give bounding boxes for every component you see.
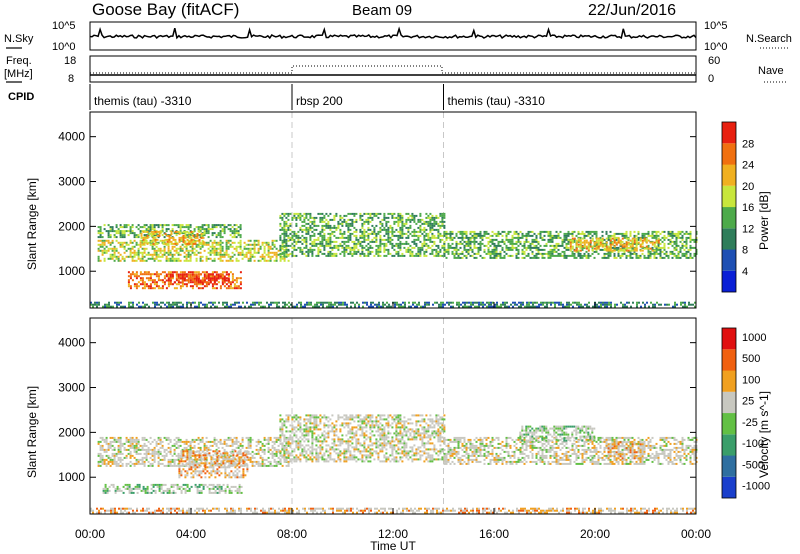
colorbar-tick-label: 20 [742,181,754,193]
y-tick-label: 2000 [58,219,85,233]
scatter-band [102,483,243,494]
colorbar-segment [722,413,736,435]
velocity-colorbar-label: Velocity [m s^-1] [757,391,771,478]
colorbar-tick-label: 16 [742,202,754,214]
scatter-band [178,450,249,479]
colorbar-segment [722,228,736,250]
y-tick-label: 4000 [58,130,85,144]
y-tick-label: 1000 [58,470,85,484]
cpid-segment-label: themis (tau) -3310 [94,94,192,108]
colorbar-segment [722,328,736,350]
date-label: 22/Jun/2016 [588,2,676,19]
colorbar-tick-label: 28 [742,138,754,150]
colorbar-tick-label: -1000 [742,481,770,493]
colorbar-frame [721,121,737,293]
freq-label-bottom: [MHz] [4,68,33,80]
colorbar-tick-label: -500 [742,459,764,471]
beam-label: Beam 09 [352,2,412,19]
scatter-band [569,237,660,252]
power-colorbar-label: Power [dB] [757,191,771,250]
colorbar-segment [722,185,736,208]
power-ylabel: Slant Range [km] [25,178,39,270]
colorbar-segment [722,207,736,229]
colorbar-segment [722,476,736,499]
velocity-panel: 1000 2000 3000 4000 Slant Range [km] 1000 50… [25,302,771,553]
y-tick-label: 2000 [58,425,85,439]
freq-right-tick-bottom: 0 [708,73,714,85]
freq-left-tick-top: 18 [64,55,76,67]
x-axis-label: Time UT [370,539,416,553]
y-tick-label: 3000 [58,175,85,189]
x-tick-label: 04:00 [176,527,206,541]
x-tick-label: 08:00 [277,527,307,541]
colorbar-segment [722,164,736,186]
scatter-band [140,230,205,245]
cpid-label: CPID [8,91,34,103]
y-tick-label: 4000 [58,336,85,350]
scatter-band [443,230,698,259]
colorbar-segment [722,391,736,414]
velocity-panel-bg [90,318,696,514]
x-tick-label: 20:00 [580,527,610,541]
colorbar-tick-label: 500 [742,353,760,365]
colorbar-segment [722,434,736,456]
x-tick-label: 00:00 [75,527,105,541]
noise-left-tick-top: 10^5 [52,20,76,32]
y-tick-label: 3000 [58,381,85,395]
power-panel: 1000 2000 3000 4000 Slant Range [km] 4 8 12 16… [25,111,771,309]
freq-left-tick-bottom: 8 [68,73,74,85]
noise-right-label: N.Search [746,33,792,45]
colorbar-segment [722,270,736,293]
cpid-segment-label: themis (tau) -3310 [448,94,546,108]
scatter-band [90,301,696,308]
scatter-band [165,273,230,284]
freq-panel-frame [89,55,697,83]
colorbar-tick-label: -25 [742,417,758,429]
nave-line [90,65,696,74]
colorbar-tick-label: -100 [742,438,764,450]
noise-panel-frame [89,21,697,51]
noise-left-tick-bottom: 10^0 [52,41,76,53]
colorbar-segment [722,249,736,271]
x-tick-label: 12:00 [378,527,408,541]
cpid-segment-label: rbsp 200 [296,94,343,108]
colorbar-segment [722,455,736,477]
freq-right-tick-top: 60 [708,55,720,67]
colorbar-segment [722,143,736,165]
scatter-band [279,212,446,257]
y-tick-label: 1000 [58,264,85,278]
x-tick-label: 16:00 [479,527,509,541]
freq-label-top: Freq. [6,55,32,67]
noise-sky-line [89,26,697,40]
site-title: Goose Bay (fitACF) [92,0,239,19]
colorbar-tick-label: 4 [742,266,748,278]
colorbar-segment [722,370,736,392]
colorbar-tick-label: 8 [742,245,748,257]
scatter-band [519,425,596,442]
colorbar-frame [721,327,737,499]
colorbar-tick-label: 1000 [742,332,766,344]
colorbar-tick-label: 25 [742,396,754,408]
noise-right-tick-top: 10^5 [704,20,728,32]
colorbar-segment [722,122,736,144]
scatter-band [279,414,446,463]
scatter-band [607,441,646,460]
velocity-ylabel: Slant Range [km] [25,386,39,478]
cpid-segments: themis (tau) -3310 rbsp 200 themis (tau) -… [89,84,546,110]
scatter-band [443,436,698,465]
colorbar-tick-label: 100 [742,374,760,386]
noise-right-tick-bottom: 10^0 [704,41,728,53]
x-tick-label: 00:00 [681,527,711,541]
scatter-band [90,507,696,514]
colorbar-tick-label: 12 [742,223,754,235]
colorbar-segment [722,349,736,371]
noise-left-label: N.Sky [4,33,34,45]
colorbar-tick-label: 24 [742,160,754,172]
freq-right-label: Nave [758,65,784,77]
